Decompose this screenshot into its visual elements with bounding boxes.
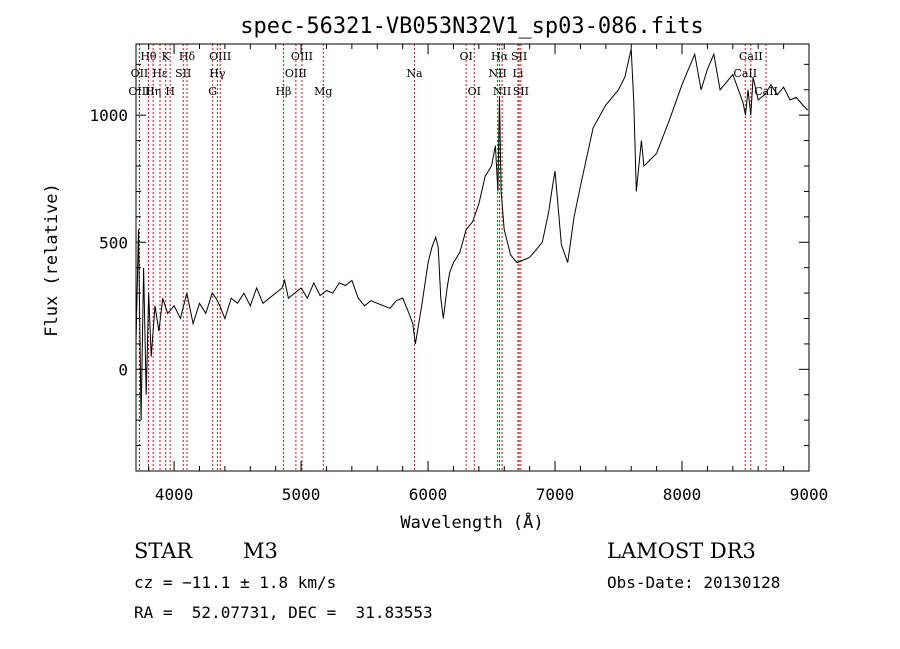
line-label: CaII	[733, 67, 757, 80]
line-markers	[138, 44, 767, 471]
object-subclass: M3	[243, 539, 278, 563]
line-label: SII	[511, 50, 527, 63]
line-label: K	[162, 50, 171, 63]
line-labels: HθOIIOIIIHεHηKHSIIHδGOIIIHγHβOIIIOIIIMgN…	[128, 50, 778, 98]
y-tick-label: 0	[118, 360, 128, 379]
line-label: CaII	[739, 50, 763, 63]
line-label: OIII	[209, 50, 231, 63]
survey-name: LAMOST DR3	[607, 539, 756, 563]
line-label: G	[208, 85, 217, 98]
line-label: Hβ	[275, 85, 291, 98]
obs-date: Obs-Date: 20130128	[607, 573, 781, 592]
redshift-text: cz = −11.1 ± 1.8 km/s	[134, 573, 337, 592]
line-label: Mg	[314, 85, 332, 98]
x-tick-label: 4000	[155, 485, 194, 504]
line-label: OIII	[285, 67, 307, 80]
line-label: OII	[131, 67, 149, 80]
x-tick-label: 7000	[536, 485, 575, 504]
x-axis-label: Wavelength (Å)	[400, 511, 543, 533]
x-tick-label: 5000	[282, 485, 321, 504]
line-label: NII	[488, 67, 506, 80]
line-label: NII	[493, 85, 511, 98]
y-axis-label: Flux (relative)	[42, 183, 62, 337]
line-label: OI	[468, 85, 481, 98]
line-label: Hγ	[209, 67, 226, 80]
line-label: Hη	[145, 85, 161, 98]
y-tick-label: 500	[99, 233, 128, 252]
chart-title: spec-56321-VB053N32V1_sp03-086.fits	[240, 14, 704, 39]
line-label: SII	[513, 85, 529, 98]
y-tick-label: 1000	[89, 106, 128, 125]
x-tick-label: 8000	[663, 485, 702, 504]
line-label: OIII	[128, 85, 150, 98]
line-label: Hε	[152, 67, 168, 80]
coordinates-text: RA = 52.07731, DEC = 31.83553	[134, 603, 433, 622]
line-label: Na	[406, 67, 423, 80]
line-label: Li	[513, 67, 524, 80]
object-class: STAR	[134, 539, 193, 563]
line-label: H	[165, 85, 175, 98]
x-axis: 4000 5000 6000 7000 8000 9000	[148, 44, 829, 504]
line-label: SII	[175, 67, 191, 80]
x-tick-label: 9000	[790, 485, 829, 504]
spectrum-line	[135, 48, 809, 421]
line-label: OI	[459, 50, 472, 63]
line-label: Hδ	[179, 50, 196, 63]
line-label: OIII	[291, 50, 313, 63]
x-tick-label: 6000	[409, 485, 448, 504]
line-label: Hθ	[140, 50, 157, 63]
y-axis: 0 500 1000	[89, 63, 809, 447]
line-label: Hα	[491, 50, 509, 63]
plot-frame	[135, 43, 810, 472]
